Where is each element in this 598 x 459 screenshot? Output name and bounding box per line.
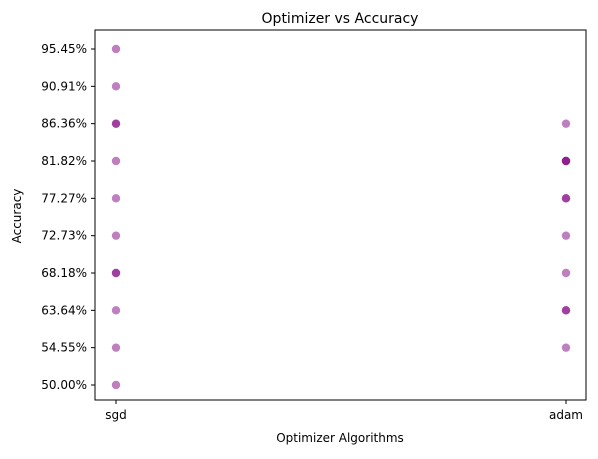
data-point xyxy=(111,119,121,128)
data-point xyxy=(111,194,121,203)
y-axis-label: Accuracy xyxy=(10,189,24,244)
data-point xyxy=(111,231,121,240)
x-tick-label: sgd xyxy=(105,408,127,422)
y-tick-label: 63.64% xyxy=(41,303,87,317)
data-point xyxy=(111,44,121,54)
plot-frame xyxy=(94,29,587,401)
data-point xyxy=(561,268,571,278)
data-point xyxy=(561,119,571,128)
y-tick-label: 77.27% xyxy=(41,191,87,205)
x-tick-label: adam xyxy=(549,408,583,422)
data-point xyxy=(111,156,121,166)
x-axis-label: Optimizer Algorithms xyxy=(276,431,404,445)
data-point xyxy=(561,156,571,166)
y-axis: 50.00% 54.55% 63.64% 68.18% 72.73% 77.27% 81.8… xyxy=(41,42,95,392)
y-tick-label: 54.55% xyxy=(41,341,87,355)
y-tick-label: 72.73% xyxy=(41,229,87,243)
data-point xyxy=(111,306,121,315)
data-point xyxy=(111,82,121,91)
y-tick-label: 90.91% xyxy=(41,79,87,93)
data-point xyxy=(561,343,571,352)
data-point xyxy=(111,268,121,278)
data-point xyxy=(111,343,121,352)
chart-title: Optimizer vs Accuracy xyxy=(262,11,419,27)
data-point xyxy=(111,380,121,390)
y-tick-label: 95.45% xyxy=(41,42,87,56)
data-point xyxy=(561,231,571,240)
data-point xyxy=(561,194,571,203)
data-points xyxy=(111,44,571,390)
data-point xyxy=(561,306,571,315)
y-tick-label: 50.00% xyxy=(41,378,87,392)
y-tick-label: 86.36% xyxy=(41,117,87,131)
y-tick-label: 81.82% xyxy=(41,154,87,168)
x-axis: sgd adam xyxy=(105,400,583,422)
y-tick-label: 68.18% xyxy=(41,266,87,280)
